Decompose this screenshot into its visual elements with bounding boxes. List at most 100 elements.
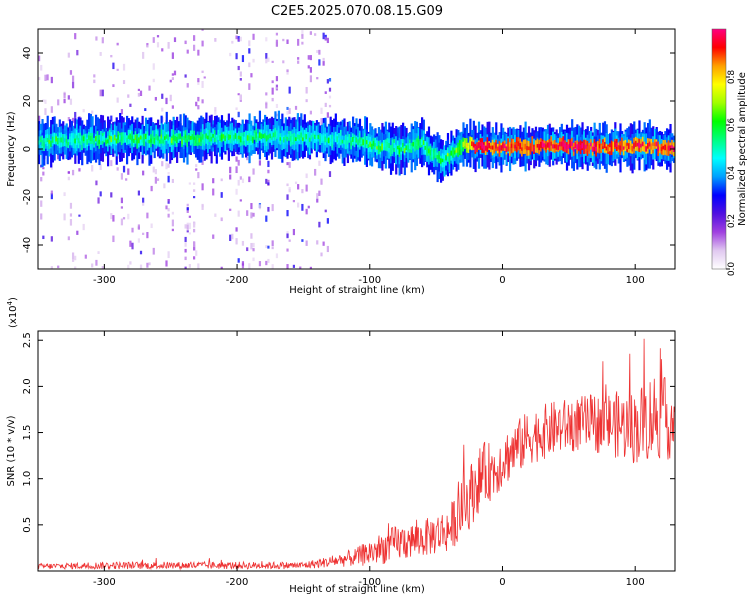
heatmap-ridge-cell [84,138,87,144]
heatmap-cell [69,202,73,209]
heatmap-ridge-cell [517,141,520,147]
heatmap-cell [286,264,289,269]
heatmap-cell [120,206,124,209]
heatmap-cell [42,235,45,240]
heatmap-cell [316,240,319,245]
heatmap-cell [122,80,126,85]
heatmap-ridge-cell [609,147,612,152]
heatmap-ridge-cell [238,135,241,140]
heatmap-cell [161,161,164,167]
heatmap-cell [267,182,270,185]
heatmap-ridge-cell [176,136,179,144]
snr-scale-suffix: ) [8,297,19,301]
heatmap-cell [297,57,300,60]
heatmap-ridge-cell [201,134,205,140]
heatmap-cell [288,188,291,193]
heatmap-cell [328,78,332,82]
heatmap-cell [322,61,325,66]
heatmap-cell [125,178,128,181]
heatmap-cell [167,251,170,259]
heatmap-cell [212,234,215,239]
heatmap-ridge-cell [377,145,381,150]
heatmap-cell [50,76,53,84]
heatmap-cell [146,231,149,239]
heatmap-ridge-cell [531,141,534,146]
heatmap-ridge-cell [193,136,196,141]
heatmap-ridge-cell [567,144,570,150]
x-tick-label: -300 [93,577,116,588]
heatmap-cell [186,83,189,88]
heatmap-ridge-cell [282,137,286,143]
heatmap-cell [127,264,130,269]
heatmap-cell [74,255,77,261]
heatmap-cell [63,213,66,221]
heatmap-cell [40,213,43,220]
heatmap-cell [314,33,317,36]
heatmap-cell [265,58,268,64]
heatmap-cell [67,117,70,122]
heatmap-ridge-cell [67,142,70,146]
heatmap-ridge-cell [645,146,648,152]
heatmap-ridge-cell [386,142,389,148]
heatmap-cell [265,215,268,222]
heatmap-cell [171,73,174,76]
x-tick-label: 0 [499,275,505,286]
heatmap-cell [271,246,274,250]
heatmap-ridge-cell [148,139,151,144]
heatmap-cell [38,76,41,81]
heatmap-cell [99,51,102,56]
y-tick-label: 40 [22,47,33,60]
heatmap-cell [307,65,310,69]
heatmap-ridge-cell [534,144,538,149]
heatmap-cell [50,190,53,195]
heatmap-ridge-cell [596,145,600,149]
heatmap-ridge-cell [562,140,565,147]
heatmap-cell [239,199,242,202]
heatmap-cell [309,110,312,115]
heatmap-ridge-cell [579,144,582,150]
heatmap-cell [286,39,289,44]
heatmap-cell [44,99,47,104]
heatmap-cell [214,107,217,112]
heatmap-ridge-cell [408,143,412,150]
heatmap-ridge-cell [341,139,344,144]
heatmap-ridge-cell [119,135,122,140]
heatmap-cell [63,92,66,99]
heatmap-ridge-cell [445,155,448,161]
y-tick-label: -20 [22,189,33,205]
heatmap-ridge-cell [88,135,91,140]
heatmap-ridge-cell [655,141,658,147]
heatmap-cell [282,38,285,42]
heatmap-ridge-cell [331,138,334,144]
heatmap-ridge-cell [636,142,639,147]
heatmap-cell [186,224,189,230]
heatmap-cell [137,190,140,196]
heatmap-ridge-cell [569,141,572,146]
heatmap-ridge-cell [307,137,310,143]
heatmap-cell [322,241,325,246]
heatmap-ridge-cell [383,143,386,148]
heatmap-ridge-cell [229,134,232,139]
heatmap-cell [120,197,124,204]
heatmap-ridge-cell [343,140,346,145]
heatmap-cell [316,77,319,80]
heatmap-cell [193,189,196,192]
heatmap-cell [250,233,253,239]
heatmap-cell [248,176,251,183]
heatmap-cell [193,245,196,251]
heatmap-ridge-cell [91,135,94,142]
heatmap-ridge-cell [60,137,63,143]
heatmap-ridge-cell [207,135,210,140]
snr-plot-area [38,331,675,571]
heatmap-cell [305,86,308,94]
heatmap-ridge-cell [641,141,645,147]
heatmap-ridge-cell [334,134,337,140]
heatmap-cell [220,217,223,222]
heatmap-ridge-cell [239,136,243,143]
colorbar-tick-label: 0.8 [727,70,737,85]
heatmap-cell [212,178,215,184]
heatmap-ridge-cell [303,133,306,138]
heatmap-ridge-cell [262,134,265,139]
heatmap-ridge-cell [622,146,626,150]
heatmap-ridge-cell [100,134,103,142]
